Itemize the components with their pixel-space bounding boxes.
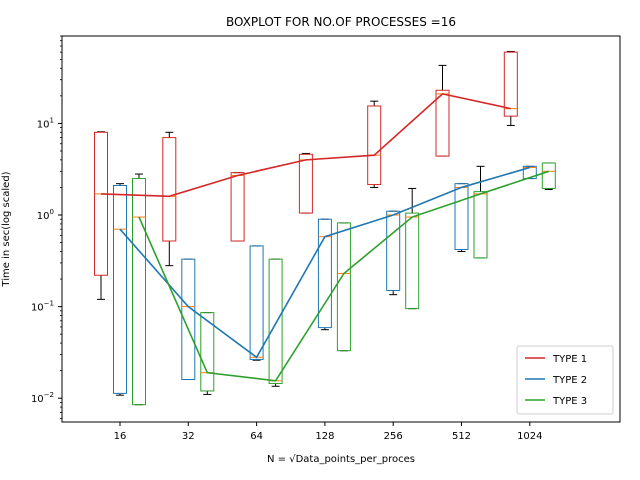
box [435,89,450,157]
x-axis-label: N = √Data_points_per_proces [267,454,415,465]
box [473,191,488,259]
axes: 16 32 64 128 256 512 1024 10−2 10−1 100 101 [31,35,543,442]
legend-box [516,345,614,415]
box [541,162,556,189]
plot-area [94,50,556,406]
box-plot-type-3-16 [132,173,146,406]
box [181,258,196,381]
box-plot-type-3-1024 [541,162,556,190]
y-tick-label: 10−1 [31,300,54,314]
box [503,51,518,117]
box [317,218,332,329]
y-tick-label: 100 [37,208,54,222]
box [132,178,146,406]
box [336,222,351,352]
box [200,312,215,392]
chart-title: BOXPLOT FOR NO.OF PROCESSES =16 [226,15,456,29]
box [162,137,177,242]
y-axis-label: Time in sec(log scaled) [1,171,12,287]
box [522,165,537,180]
box [454,183,469,251]
box [268,258,283,384]
x-tick-label: 32 [182,431,195,442]
median-trend-type-3 [138,170,550,382]
x-tick-label: 16 [114,431,127,442]
box-plot-type-2-64 [249,245,264,361]
legend: TYPE 1 TYPE 2 TYPE 3 [516,345,614,415]
box [367,105,382,186]
x-tick-label: 64 [250,431,263,442]
box-plot-type-3-128 [336,222,351,352]
box [94,131,108,276]
x-tick-label: 128 [315,431,334,442]
x-tick-label: 512 [452,431,471,442]
y-tick-label: 101 [37,116,54,130]
box-plot-type-2-256 [386,210,401,296]
x-tick-label: 256 [384,431,403,442]
median-trend-type-2 [119,166,531,359]
box-plot-type-1-32 [162,131,177,267]
box [113,184,127,394]
median-trend-type-1 [100,93,511,198]
box-plot-type-1-16 [94,131,108,300]
legend-label: TYPE 2 [552,375,587,386]
box-plot-type-2-512 [454,183,469,252]
box [405,212,420,310]
box [386,210,401,291]
legend-label: TYPE 1 [552,354,587,365]
box [298,153,313,214]
legend-label: TYPE 3 [552,396,587,407]
y-tick-label: 10−2 [31,391,54,405]
box [230,172,245,242]
x-tick-label: 1024 [517,431,542,442]
box [249,245,264,360]
box-plot-type-3-256 [405,187,420,310]
box-plot-type-3-512 [473,165,488,259]
